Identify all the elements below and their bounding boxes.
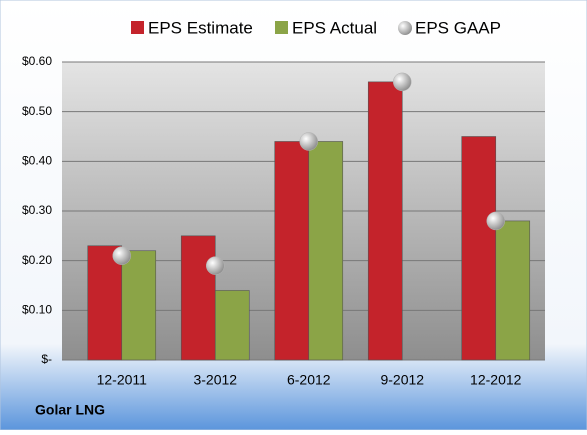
legend-label: EPS Estimate — [148, 18, 253, 37]
y-tick-label: $0.60 — [22, 54, 52, 68]
bar — [461, 136, 497, 361]
y-tick-label: $- — [41, 352, 52, 366]
bar — [87, 245, 123, 361]
y-tick-label: $0.10 — [22, 303, 52, 317]
y-tick-label: $0.30 — [22, 203, 52, 217]
bar — [367, 81, 403, 361]
legend-marker — [398, 21, 412, 35]
footer: Golar LNG — [35, 402, 105, 418]
bar — [308, 141, 344, 361]
y-tick-label: $0.50 — [22, 104, 52, 118]
x-tick-label: 12-2011 — [97, 372, 148, 388]
legend-marker — [275, 21, 288, 34]
bar — [121, 250, 157, 361]
y-tick-label: $0.40 — [22, 154, 52, 168]
legend-label: EPS GAAP — [415, 18, 501, 37]
legend-marker — [131, 21, 144, 34]
bar — [180, 235, 216, 361]
point — [486, 211, 505, 231]
point — [299, 132, 318, 151]
x-tick-label: 6-2012 — [287, 372, 331, 388]
point — [206, 256, 225, 275]
point — [393, 72, 412, 92]
bar — [274, 141, 310, 361]
x-tick-label: 12-2012 — [470, 372, 522, 388]
legend-label: EPS Actual — [292, 18, 377, 37]
bar — [214, 290, 250, 361]
point — [112, 246, 131, 265]
y-tick-label: $0.20 — [22, 253, 52, 267]
x-tick-label: 9-2012 — [380, 372, 424, 388]
x-tick-label: 3-2012 — [193, 372, 237, 388]
bar — [495, 220, 531, 361]
